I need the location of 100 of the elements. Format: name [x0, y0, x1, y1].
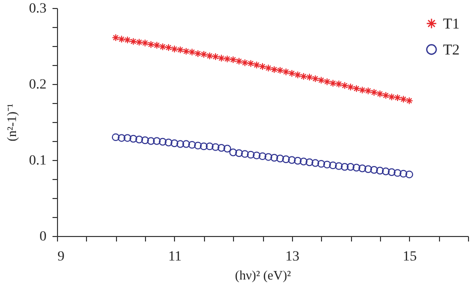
point [352, 84, 360, 92]
point [118, 134, 126, 142]
point [124, 134, 132, 142]
point [194, 142, 202, 150]
point [135, 38, 144, 46]
point [118, 35, 126, 44]
point [270, 154, 278, 162]
point [405, 170, 414, 178]
point [147, 40, 155, 48]
point [264, 153, 272, 161]
point [311, 74, 320, 83]
x-tick-label: 11 [168, 250, 182, 264]
point [306, 73, 314, 82]
point [164, 138, 172, 146]
point [323, 160, 331, 168]
point [382, 168, 390, 176]
point [124, 36, 132, 44]
y-tick-label: 0.3 [29, 2, 46, 16]
point [300, 158, 308, 166]
point [364, 165, 372, 173]
point [182, 47, 190, 56]
point [306, 158, 314, 166]
point [388, 93, 396, 101]
x-axis-title: (hν)² (eV)² [235, 268, 292, 282]
point [370, 166, 378, 174]
point [394, 94, 402, 102]
point [218, 144, 226, 152]
point [176, 140, 184, 148]
point [276, 154, 284, 162]
point [282, 68, 290, 76]
point [334, 80, 343, 88]
point [294, 71, 302, 79]
point [346, 162, 354, 171]
point [252, 61, 260, 69]
point [329, 79, 337, 88]
point [276, 66, 284, 74]
point [147, 137, 155, 145]
point [358, 164, 366, 172]
y-tick-label: 0.1 [29, 154, 46, 168]
y-tick-label: 0 [40, 230, 46, 244]
point [241, 58, 249, 67]
x-tick-label: 9 [58, 250, 64, 264]
point [358, 86, 366, 94]
point [270, 66, 278, 74]
point [129, 38, 138, 46]
point [135, 136, 144, 144]
point [206, 52, 214, 60]
point [334, 162, 343, 170]
point [317, 160, 326, 168]
point [229, 56, 237, 64]
point [194, 50, 202, 58]
point [223, 144, 232, 152]
point [141, 136, 149, 144]
point [112, 133, 120, 142]
point [158, 42, 167, 51]
point [317, 76, 326, 84]
point [200, 50, 208, 58]
point [152, 41, 161, 50]
point [212, 52, 220, 60]
point [258, 62, 266, 70]
point [241, 150, 249, 158]
point [164, 44, 172, 52]
point [223, 55, 232, 63]
point [212, 143, 220, 151]
point [288, 156, 296, 164]
point [282, 155, 290, 164]
point [235, 57, 243, 66]
point [218, 54, 226, 62]
point [352, 164, 360, 172]
x-tick-label: 13 [285, 250, 300, 264]
point [405, 96, 414, 105]
point [388, 168, 396, 176]
point [364, 86, 372, 95]
point [158, 138, 167, 146]
point [394, 169, 402, 177]
y-axis-title: (n²-1)⁻¹ [4, 104, 19, 142]
point [246, 60, 255, 68]
point [170, 45, 178, 53]
point [141, 39, 149, 47]
point [329, 161, 337, 170]
point [370, 88, 378, 96]
point [258, 152, 266, 160]
point [400, 170, 408, 178]
legend-label: T2 [443, 42, 460, 58]
point [235, 149, 243, 158]
point [246, 150, 255, 159]
point [340, 162, 349, 171]
point [188, 140, 196, 149]
point [188, 48, 196, 56]
point [288, 70, 296, 78]
point [264, 64, 272, 72]
legend-label: T1 [443, 16, 460, 32]
point [340, 82, 349, 90]
y-tick-label: 0.2 [29, 78, 46, 92]
point [400, 95, 408, 104]
point [382, 92, 390, 100]
point [112, 34, 120, 42]
x-tick-label: 15 [402, 250, 417, 264]
point [376, 90, 384, 98]
point [182, 140, 190, 148]
